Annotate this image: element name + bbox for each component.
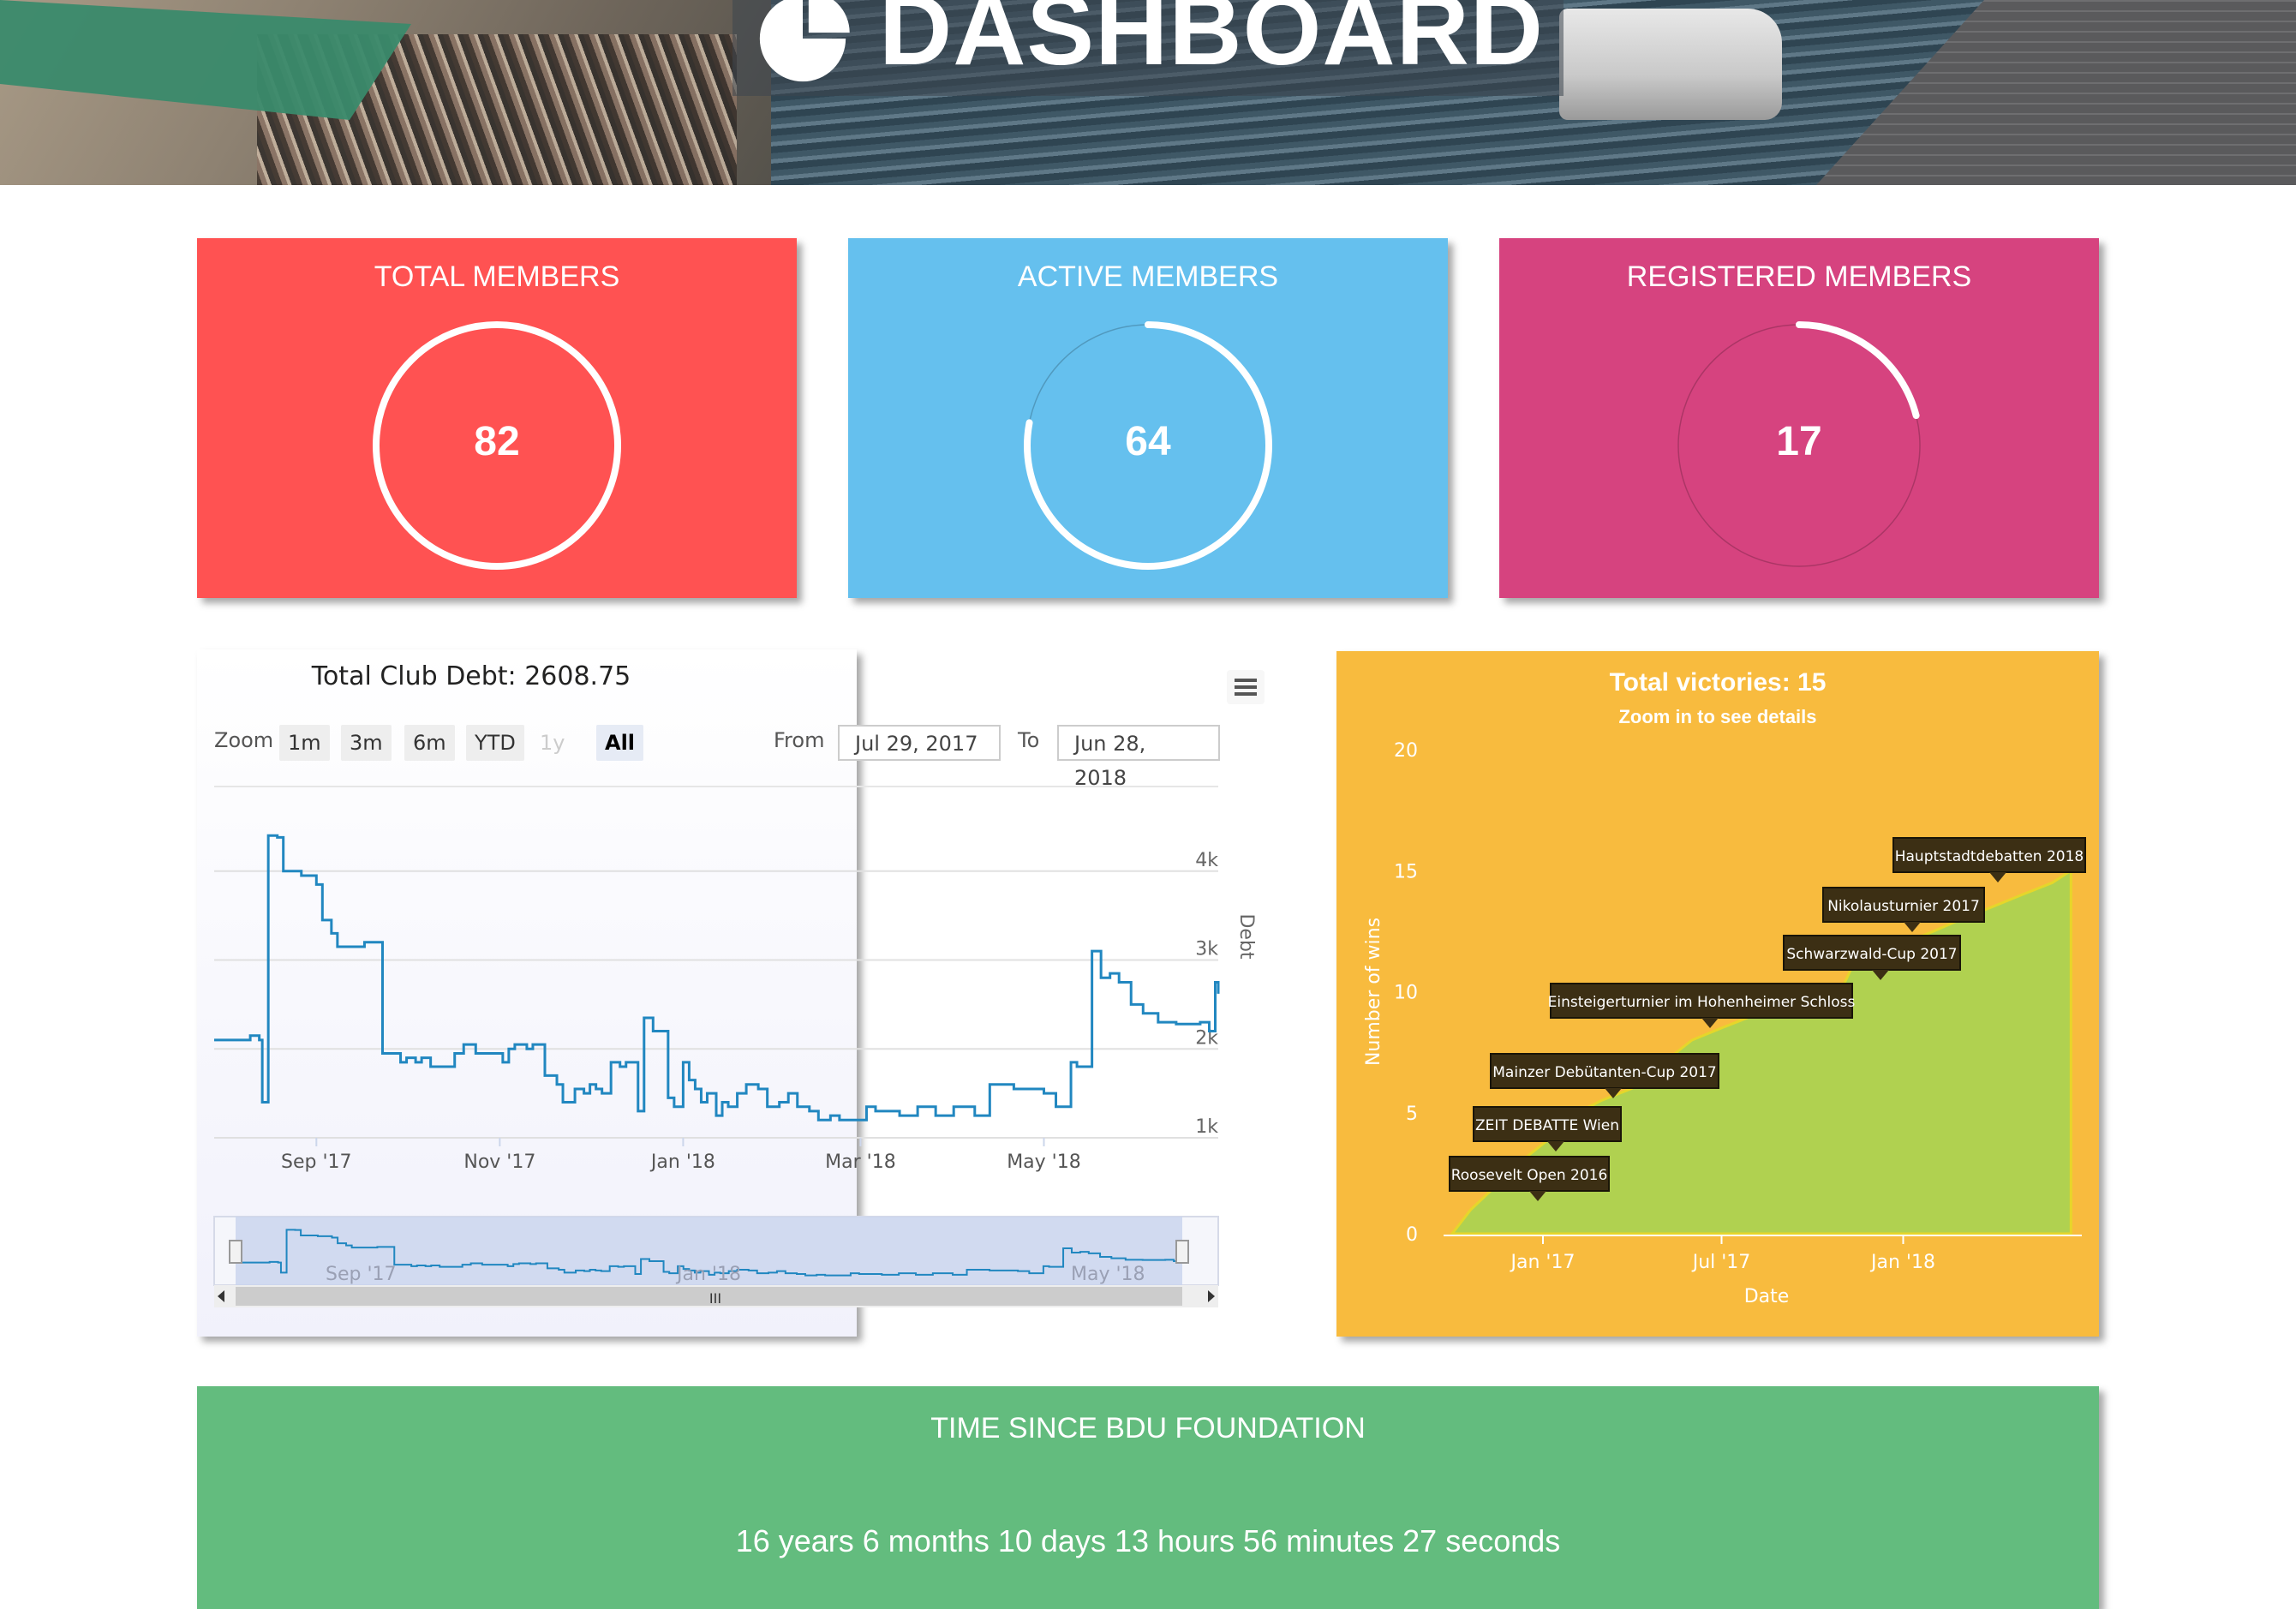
page-title: DASHBOARD <box>879 0 1544 87</box>
annotation-flag: Roosevelt Open 2016 <box>1449 1156 1610 1201</box>
flag-pointer <box>1529 1191 1546 1201</box>
flag-label: Mainzer Debütanten-Cup 2017 <box>1492 1064 1716 1081</box>
flag-box <box>1449 1156 1610 1192</box>
x-tick-label: Jan '17 <box>1510 1252 1576 1273</box>
x-tick-label: Jan '18 <box>649 1151 715 1173</box>
annotation-flag: Hauptstadtdebatten 2018 <box>1892 837 2086 882</box>
banner-boat <box>1559 9 1782 120</box>
zoom-1m-button[interactable]: 1m <box>279 725 330 761</box>
flag-box <box>1550 983 1853 1019</box>
flag-box <box>1473 1106 1622 1142</box>
annotation-flag: Mainzer Debütanten-Cup 2017 <box>1490 1053 1719 1098</box>
flag-label: Schwarzwald-Cup 2017 <box>1786 946 1957 963</box>
progress-ring <box>1675 321 1923 570</box>
flag-pointer <box>1701 1018 1719 1028</box>
y-tick-label: 5 <box>1406 1104 1418 1125</box>
foundation-panel: TIME SINCE BDU FOUNDATION 16 years 6 mon… <box>197 1386 2099 1609</box>
total-members-card: TOTAL MEMBERS 82 <box>197 238 797 598</box>
card-value: 64 <box>1125 419 1171 464</box>
card-title: TOTAL MEMBERS <box>374 260 620 293</box>
y-tick-label: 3k <box>1195 939 1218 960</box>
card-title: ACTIVE MEMBERS <box>1017 260 1279 293</box>
flag-box <box>1892 837 2086 873</box>
foundation-title: TIME SINCE BDU FOUNDATION <box>930 1412 1366 1445</box>
flag-label: Einsteigerturnier im Hohenheimer Schloss <box>1548 994 1856 1011</box>
flag-label: Nikolausturnier 2017 <box>1827 898 1980 915</box>
annotation-flag: Nikolausturnier 2017 <box>1822 887 1985 932</box>
arrow-left-icon <box>218 1290 224 1302</box>
annotation-flag: Einsteigerturnier im Hohenheimer Schloss <box>1548 983 1856 1028</box>
x-tick-label: Jan '18 <box>1869 1252 1935 1273</box>
zoom-ytd-button[interactable]: YTD <box>466 725 524 761</box>
title-plate <box>732 0 1564 96</box>
chart-title: Total victories: 15 <box>1610 668 1827 697</box>
card-title: REGISTERED MEMBERS <box>1626 260 1972 293</box>
x-tick-label: May '18 <box>1007 1151 1081 1173</box>
card-value: 17 <box>1776 419 1822 464</box>
from-date-input[interactable]: Jul 29, 2017 <box>838 725 1001 761</box>
x-tick-label: Mar '18 <box>825 1151 896 1173</box>
zoom-all-button[interactable]: All <box>596 725 644 761</box>
x-tick-label: Sep '17 <box>281 1151 352 1173</box>
foundation-timer: 16 years 6 months 10 days 13 hours 56 mi… <box>735 1523 1561 1558</box>
active-members-card: ACTIVE MEMBERS 64 <box>848 238 1448 598</box>
zoom-6m-button[interactable]: 6m <box>404 725 455 761</box>
victories-chart-panel: Total victories: 15 Zoom in to see detail… <box>1336 651 2099 1337</box>
navigator-line <box>236 1229 1183 1277</box>
y-tick-label: 4k <box>1195 850 1218 871</box>
flag-pointer <box>1872 970 1889 980</box>
y-tick-label: 15 <box>1394 861 1418 882</box>
flag-pointer <box>1989 872 2006 882</box>
annotation-flag: Schwarzwald-Cup 2017 <box>1783 935 1961 980</box>
y-tick-label: 1k <box>1195 1116 1218 1138</box>
x-tick-label: Jul '17 <box>1691 1252 1751 1273</box>
navigator-label: Jan '18 <box>675 1264 741 1285</box>
scrollbar-grip: III <box>709 1290 721 1307</box>
flag-label: Roosevelt Open 2016 <box>1451 1167 1608 1184</box>
zoom-3m-button[interactable]: 3m <box>341 725 392 761</box>
y-axis-label: Number of wins <box>1363 918 1384 1066</box>
y-tick-label: 0 <box>1406 1224 1418 1246</box>
chart-title: Total Club Debt: 2608.75 <box>311 661 631 691</box>
flag-pointer <box>1605 1088 1622 1098</box>
navigator-label: May '18 <box>1071 1264 1145 1285</box>
flag-pointer <box>1904 922 1921 932</box>
header-banner: DASHBOARD <box>0 0 2296 185</box>
annotation-flag: ZEIT DEBATTE Wien <box>1473 1106 1622 1151</box>
navigator-handle <box>1175 1240 1189 1264</box>
pie-chart-icon <box>759 0 850 82</box>
flag-label: ZEIT DEBATTE Wien <box>1475 1117 1619 1134</box>
x-tick-label: Nov '17 <box>463 1151 535 1173</box>
debt-chart-panel: Total Club Debt: 2608.75 Zoom 1m 3m 6m Y… <box>197 649 1257 1337</box>
card-value: 82 <box>474 419 520 464</box>
flag-label: Hauptstadtdebatten 2018 <box>1895 848 2084 865</box>
zoom-label: Zoom <box>214 728 274 752</box>
navigator-label: Sep '17 <box>326 1264 397 1285</box>
y-tick-label: 20 <box>1394 740 1418 762</box>
arrow-right-icon <box>1208 1290 1215 1302</box>
to-label: To <box>1018 728 1040 752</box>
debt-series-line <box>214 834 1220 1122</box>
flag-box <box>1783 935 1961 971</box>
progress-ring <box>1024 321 1272 570</box>
scrollbar-thumb <box>236 1287 1182 1306</box>
x-axis-label: Date <box>1744 1286 1790 1307</box>
victories-area-chart: Total victories: 15 Zoom in to see detail… <box>1363 668 2086 1307</box>
from-label: From <box>774 728 825 752</box>
hamburger-icon[interactable] <box>1227 670 1265 704</box>
progress-ring <box>373 321 621 570</box>
y-axis-label: Debt <box>1235 913 1257 959</box>
flag-pointer <box>1547 1141 1564 1151</box>
chart-subtitle: Zoom in to see details <box>1618 706 1816 727</box>
zoom-1y-button[interactable]: 1y <box>540 731 565 755</box>
flag-box <box>1822 887 1985 923</box>
registered-members-card: REGISTERED MEMBERS 17 <box>1499 238 2099 598</box>
y-tick-label: 10 <box>1394 983 1418 1004</box>
navigator-handle <box>229 1240 242 1264</box>
